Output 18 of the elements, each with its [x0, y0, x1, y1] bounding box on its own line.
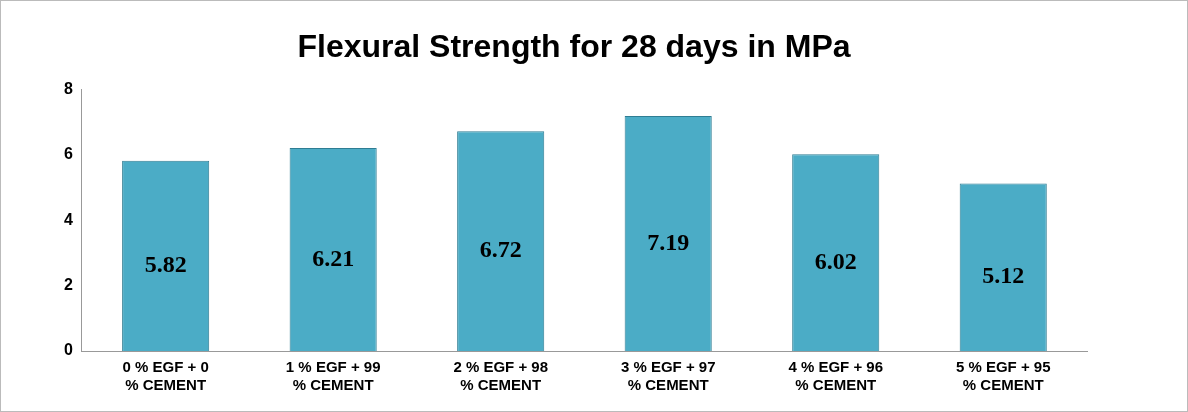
y-tick-label: 6 — [63, 145, 73, 163]
chart-title: Flexural Strength for 28 days in MPa — [297, 28, 851, 65]
y-tick-label: 2 — [63, 276, 73, 294]
data-label: 6.02 — [814, 247, 857, 274]
y-tick-label: 0 — [63, 341, 73, 359]
x-tick-label: 3 % EGF + 97 % CEMENT — [620, 358, 716, 394]
data-label: 5.12 — [982, 262, 1025, 289]
data-label: 6.72 — [479, 236, 522, 263]
data-label: 6.21 — [312, 244, 355, 271]
x-tick-label: 4 % EGF + 96 % CEMENT — [788, 358, 884, 394]
y-tick-label: 8 — [63, 79, 73, 97]
x-tick-label: 0 % EGF + 0 % CEMENT — [122, 358, 209, 394]
x-tick-label: 1 % EGF + 99 % CEMENT — [285, 358, 381, 394]
data-label: 7.19 — [647, 228, 690, 255]
x-tick-label: 2 % EGF + 98 % CEMENT — [453, 358, 549, 394]
data-label: 5.82 — [144, 251, 187, 278]
y-tick-label: 4 — [63, 210, 73, 228]
x-tick-label: 5 % EGF + 95 % CEMENT — [955, 358, 1051, 394]
